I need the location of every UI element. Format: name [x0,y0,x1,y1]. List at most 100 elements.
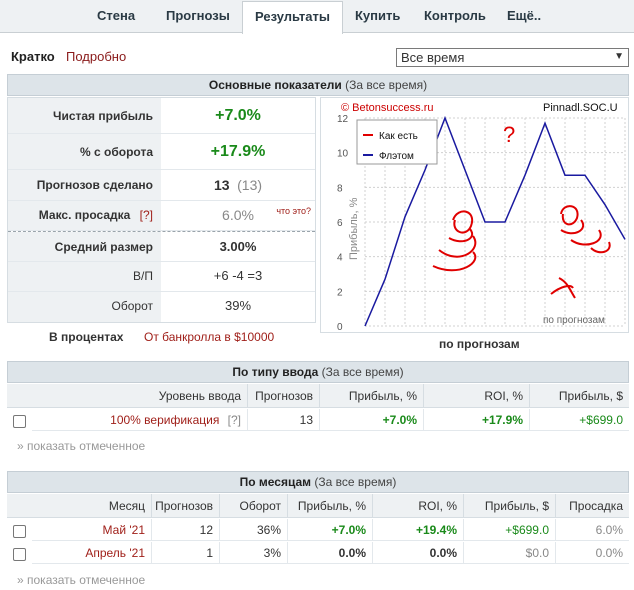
tab-control[interactable]: Контроль [424,8,486,23]
metric-value: 39% [224,298,252,313]
tab-wall[interactable]: Стена [97,8,136,23]
metric-row-predictions: Прогнозов сделано 13 (13) [8,170,315,201]
y-tick-label: 4 [337,253,343,264]
profit-chart: 0 2 4 6 8 10 12 Прибыль, % по прогнозам © Betonsu… [320,97,629,333]
profit-usd-value: $0.0 [464,542,556,564]
scribble-right [550,205,611,299]
chart-caption: по прогнозам [439,337,520,351]
metric-row-turnover: Оборот 39% [8,292,315,322]
drawdown-value: 6.0% [556,519,629,541]
show-selected-link[interactable]: » показать отмеченное [17,573,146,587]
metric-extra: (13) [237,177,263,193]
turnover-value: 36% [220,519,288,541]
y-tick-label: 10 [337,149,349,160]
tab-predictions[interactable]: Прогнозы [166,8,230,23]
count-value: 1 [152,542,220,564]
level-value: 100% верификация [110,413,220,427]
percent-label: В процентах [49,330,124,344]
drawdown-help-link[interactable]: [?] [139,208,153,222]
profit-usd-value: +$699.0 [530,409,629,431]
scribble-left [432,210,477,272]
table-row: 100% верификация [?] [32,409,248,431]
chart-watermark: © Betonsuccess.ru [341,102,433,114]
metric-label: % с оборота [8,134,161,169]
scribble-question-mark: ? [503,122,515,147]
type-section-title: По типу ввода [232,365,319,379]
metric-value: +7.0% [215,107,261,124]
y-tick-label: 6 [337,218,343,229]
drawdown-value: 0.0% [556,542,629,564]
metric-value: +6 -4 =3 [213,268,263,283]
metrics-table: Чистая прибыль +7.0% % с оборота +17.9% … [7,97,316,323]
turnover-value: 3% [220,542,288,564]
row-checkbox[interactable] [13,415,26,428]
main-metrics-title: Основные показатели [208,78,342,92]
count-value: 13 [248,409,320,431]
col-header-profit-pct: Прибыль, % [288,494,373,518]
x-axis-label: по прогнозам [543,315,605,326]
col-header-turnover: Оборот [220,494,288,518]
tab-results[interactable]: Результаты [242,1,343,34]
what-is-it-link[interactable]: что это? [276,206,311,216]
profit-chart-svg: 0 2 4 6 8 10 12 Прибыль, % по прогнозам © Betonsu… [337,102,626,333]
metric-value: 3.00% [219,239,257,254]
metric-row-net-profit: Чистая прибыль +7.0% [8,98,315,134]
top-nav: Стена Прогнозы Результаты Купить Контрол… [0,0,634,34]
metric-label: В/П [8,262,161,291]
metric-label: Оборот [8,292,161,322]
month-section-note: (За все время) [314,475,397,489]
tab-buy[interactable]: Купить [355,8,401,23]
col-header-count: Прогнозов [152,494,220,518]
metric-row-avg-size: Средний размер 3.00% [8,231,315,262]
col-header-roi: ROI, % [424,384,530,408]
profit-pct-value: 0.0% [288,542,373,564]
roi-value: +17.9% [424,409,530,431]
month-section-header: По месяцам (За все время) [7,471,629,493]
col-header-profit-usd: Прибыль, $ [530,384,629,408]
profit-pct-value: +7.0% [288,519,373,541]
tab-more[interactable]: Ещё.. [507,8,542,23]
detailed-view-link[interactable]: Подробно [66,49,127,64]
row-checkbox[interactable] [13,525,26,538]
metric-value: 6.0% [222,207,254,223]
metric-label: Чистая прибыль [8,98,161,133]
legend-entry: Как есть [379,131,418,142]
chevron-down-icon: ▼ [614,51,624,62]
main-metrics-note: (За все время) [345,78,428,92]
col-header-profit-pct: Прибыль, % [320,384,424,408]
y-axis-label: Прибыль, % [348,197,360,260]
metric-row-max-drawdown: Макс. просадка [?] 6.0% что это? [8,201,315,231]
metric-label: Средний размер [8,232,161,261]
col-header-level: Уровень ввода [7,384,248,408]
series-line-flat [364,115,626,327]
type-section-header: По типу ввода (За все время) [7,361,629,383]
level-help-link[interactable]: [?] [227,413,241,427]
col-header-roi: ROI, % [373,494,464,518]
roi-value: 0.0% [373,542,464,564]
roi-value: +19.4% [373,519,464,541]
y-tick-label: 12 [337,114,349,125]
col-header-count: Прогнозов [248,384,320,408]
month-section-title: По месяцам [239,475,312,489]
metric-value: 13 [213,177,230,193]
row-checkbox[interactable] [13,548,26,561]
period-select-value: Все время [401,50,465,65]
profit-pct-value: +7.0% [320,409,424,431]
count-value: 12 [152,519,220,541]
month-value[interactable]: Апрель '21 [32,542,152,564]
short-view-link[interactable]: Кратко [11,49,55,64]
bankroll-link[interactable]: От банкролла в $10000 [144,330,275,344]
col-header-drawdown: Просадка [556,494,629,518]
y-tick-label: 8 [337,183,343,194]
metric-row-turnover-pct: % с оборота +17.9% [8,134,315,170]
metric-label: Прогнозов сделано [8,170,161,200]
month-value[interactable]: Май '21 [32,519,152,541]
chart-legend [356,119,438,165]
chart-site-label: Pinnadl.SOC.U [543,102,618,114]
col-header-profit-usd: Прибыль, $ [464,494,556,518]
metric-value: +17.9% [210,143,266,160]
y-tick-label: 0 [337,322,343,333]
main-metrics-header: Основные показатели (За все время) [7,74,629,96]
show-selected-link[interactable]: » показать отмеченное [17,439,146,453]
period-select[interactable]: Все время ▼ [396,48,629,67]
